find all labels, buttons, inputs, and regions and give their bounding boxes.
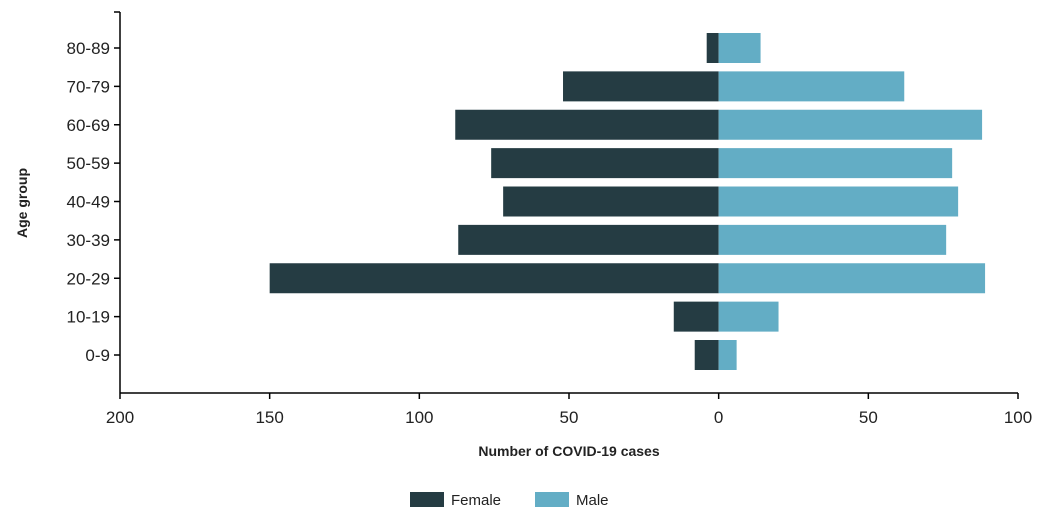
y-tick-label: 20-29 [67,269,110,288]
x-tick-label: 100 [1004,408,1032,427]
x-axis-title: Number of COVID-19 cases [478,443,659,459]
bar-female-70-79 [563,71,719,102]
y-axis-title: Age group [14,168,30,238]
y-tick-label: 30-39 [67,231,110,250]
y-tick-label: 80-89 [67,39,110,58]
legend-label-male: Male [576,492,609,509]
bar-male-20-29 [718,263,986,294]
bar-male-40-49 [718,186,959,217]
bar-female-0-9 [694,340,719,370]
legend-swatch-male [535,492,569,507]
y-tick-label: 70-79 [67,77,110,96]
bar-female-40-49 [503,186,719,217]
bar-female-20-29 [269,263,719,294]
x-tick-label: 200 [106,408,134,427]
bar-female-60-69 [455,109,719,140]
x-tick-label: 50 [859,408,878,427]
y-tick-label: 10-19 [67,308,110,327]
x-tick-label: 100 [405,408,433,427]
y-tick-label: 50-59 [67,154,110,173]
bar-male-80-89 [718,33,761,63]
x-tick-label: 0 [714,408,723,427]
y-tick-label: 60-69 [67,116,110,135]
bar-male-10-19 [718,301,779,332]
x-ticks-layer: 200 150 100 50 0 50 100 [106,393,1032,427]
x-tick-label: 150 [255,408,283,427]
bar-female-10-19 [673,301,719,332]
legend: Female Male [410,492,609,509]
bar-male-70-79 [718,71,905,102]
bar-male-30-39 [718,224,947,255]
legend-swatch-female [410,492,444,507]
bar-female-50-59 [491,148,719,179]
x-tick-label: 50 [560,408,579,427]
bar-female-30-39 [458,224,719,255]
bar-male-0-9 [718,340,737,370]
legend-label-female: Female [451,492,501,509]
y-ticks-layer: 0-9 10-19 20-29 30-39 40-49 50-59 60-69 70-79 80… [67,11,120,365]
y-tick-label: 40-49 [67,193,110,212]
bar-male-60-69 [718,109,983,140]
bar-female-80-89 [706,33,719,63]
bar-male-50-59 [718,148,953,179]
y-tick-label: 0-9 [85,346,110,365]
bars-layer [269,33,986,370]
